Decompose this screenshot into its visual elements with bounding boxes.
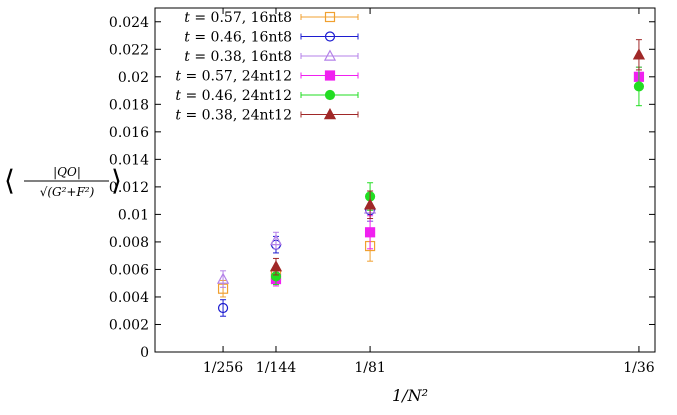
y-tick-label: 0.02 — [118, 70, 149, 86]
y-tick-label: 0.016 — [109, 125, 149, 141]
legend-label-text: = 0.57, 16nt8 — [190, 10, 292, 26]
y-tick-label: 0 — [140, 345, 149, 361]
x-tick-label: 1/144 — [256, 360, 296, 376]
legend-label: t = 0.46, 24nt12 — [175, 88, 292, 104]
legend-label-text: = 0.46, 24nt12 — [181, 88, 292, 104]
legend-entry: t = 0.38, 24nt12 — [175, 107, 359, 124]
legend-label-symbol: t — [175, 108, 181, 124]
data-point — [363, 198, 377, 210]
y-tick-label: 0.01 — [118, 207, 149, 223]
data-point — [269, 260, 283, 272]
plot-frame — [154, 7, 656, 353]
y-tick-label: 0.018 — [109, 97, 149, 113]
data-point — [217, 302, 229, 314]
x-axis-title: 1/N² — [392, 386, 428, 405]
y-axis-title-denominator: √(G²+F²) — [40, 185, 95, 199]
legend-marker — [323, 49, 337, 61]
y-tick-label: 0.022 — [109, 42, 149, 58]
legend-label-text: = 0.38, 24nt12 — [181, 108, 292, 124]
y-axis-title: ⟨ |QO| √(G²+F²) ⟩ — [4, 164, 122, 199]
legend-entry: t = 0.46, 16nt8 — [184, 30, 359, 46]
legend-label-text: = 0.57, 24nt12 — [181, 69, 292, 85]
legend-label: t = 0.57, 16nt8 — [184, 10, 292, 26]
x-tick-label: 1/36 — [623, 360, 655, 376]
legend-marker — [324, 70, 336, 81]
data-point — [216, 272, 230, 284]
legend-label: t = 0.38, 16nt8 — [184, 49, 292, 65]
legend-label-symbol: t — [184, 30, 190, 46]
legend-label: t = 0.57, 24nt12 — [175, 69, 292, 85]
legend-entry: t = 0.57, 16nt8 — [184, 10, 359, 26]
y-tick-label: 0.012 — [109, 180, 149, 196]
data-point — [269, 233, 283, 246]
y-axis-title-numerator: |QO| — [53, 165, 81, 179]
legend-entry: t = 0.57, 24nt12 — [175, 69, 359, 85]
legend-label-symbol: t — [175, 88, 181, 104]
legend-label-symbol: t — [175, 69, 181, 85]
x-axis-ticks: 1/256 1/144 1/81 1/36 — [203, 8, 655, 376]
legend-entry: t = 0.46, 24nt12 — [175, 88, 359, 104]
y-tick-label: 0.024 — [109, 15, 149, 31]
data-point — [633, 81, 645, 92]
y-axis-title-close-angle: ⟩ — [111, 164, 122, 197]
legend-label-symbol: t — [184, 10, 190, 26]
legend-marker — [324, 11, 336, 23]
y-tick-label: 0.002 — [109, 317, 149, 333]
legend-marker — [324, 89, 336, 101]
data-point — [632, 48, 646, 60]
legend-label-text: = 0.46, 16nt8 — [190, 30, 292, 46]
y-axis-ticks: 0 0.002 0.004 0.006 0.008 0.01 0.012 0.014 0.016… — [109, 15, 655, 361]
data-series — [216, 39, 646, 317]
y-axis-title-open-angle: ⟨ — [4, 164, 15, 197]
legend-marker — [324, 31, 336, 42]
y-tick-label: 0.008 — [109, 235, 149, 251]
y-tick-label: 0.004 — [109, 290, 149, 306]
legend-entry: t = 0.38, 16nt8 — [184, 49, 359, 65]
legend-label-text: = 0.38, 16nt8 — [190, 49, 292, 65]
series-6 — [269, 39, 646, 276]
legend-label: t = 0.46, 16nt8 — [184, 30, 292, 46]
x-tick-label: 1/256 — [203, 360, 243, 376]
legend-label-symbol: t — [184, 49, 190, 65]
y-tick-label: 0.006 — [109, 262, 149, 278]
data-point — [364, 227, 376, 238]
legend-marker — [323, 107, 337, 120]
y-tick-label: 0.014 — [109, 152, 149, 168]
legend-label: t = 0.38, 24nt12 — [175, 108, 292, 124]
x-tick-label: 1/81 — [354, 360, 385, 376]
